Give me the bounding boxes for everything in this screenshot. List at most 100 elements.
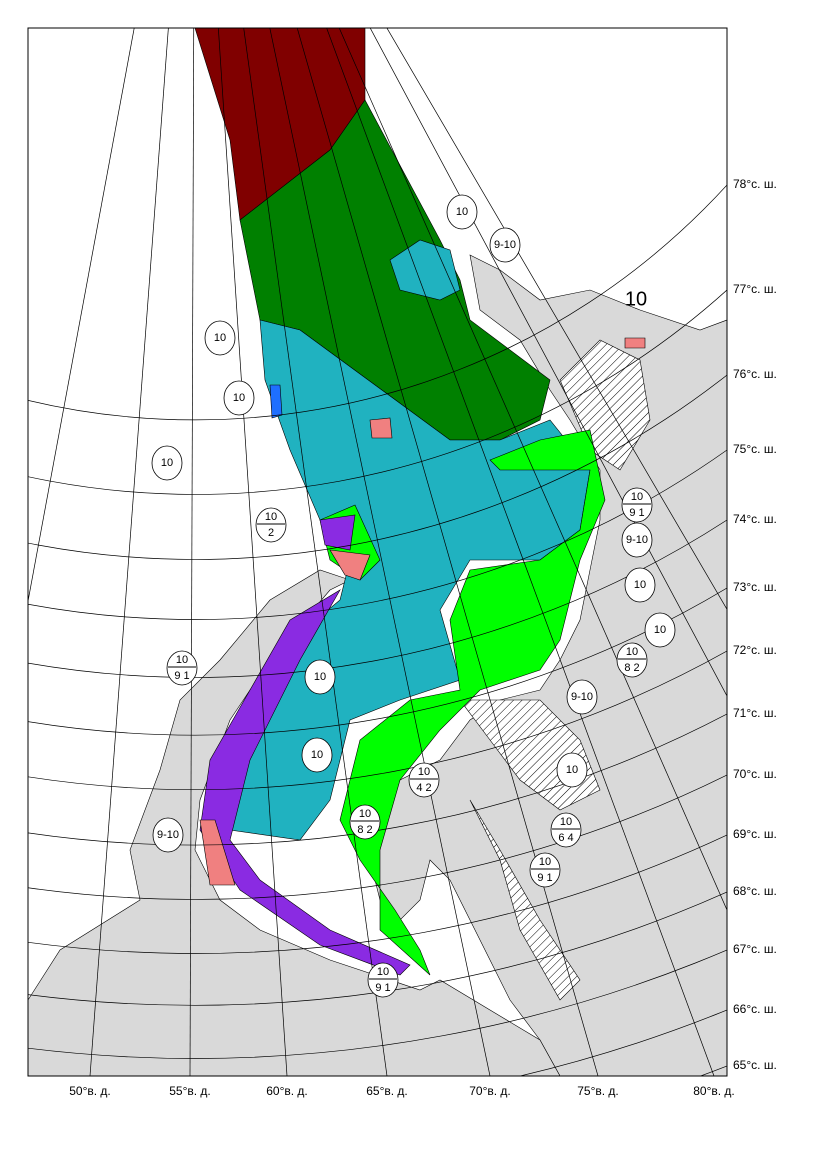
ice-code: 108 2 [616,642,648,678]
latitude-label: 72°с. ш. [733,643,777,657]
ice-code: 108 2 [349,804,381,840]
ice-code-total: 10 [176,654,188,666]
ice-code-total: 10 [311,749,323,761]
parallel [28,374,727,560]
ice-zone [199,819,236,886]
ice-code: 102 [255,507,287,543]
ice-code: 9-10 [621,522,653,558]
ice-code-total: 10 [377,966,389,978]
ice-code-oval [255,507,287,543]
ice-code: 10 [556,752,588,788]
ice-code-partial: 8 2 [357,824,372,836]
ice-code-total: 9-10 [494,239,516,251]
fast-ice [469,799,581,1001]
longitude-label: 65°в. д. [366,1084,408,1098]
parallel [28,713,727,846]
ice-code-total: 10 [625,288,647,310]
ice-code: 10 [644,612,676,648]
latitude-label: 75°с. ш. [733,442,777,456]
ice-code-total: 10 [560,816,572,828]
ice-code: 10 [625,288,647,310]
ice-code-oval [204,320,236,356]
latitude-label: 76°с. ш. [733,367,777,381]
ice-code: 10 [301,737,333,773]
ice-code-partial: 2 [268,527,274,539]
ice-code-total: 10 [539,856,551,868]
ice-zone [329,549,371,581]
meridian [189,28,195,1076]
ice-code-total: 9-10 [571,691,593,703]
ice-code-partial: 8 2 [624,662,639,674]
ice-code-total: 10 [233,392,245,404]
ice-code: 10 [304,659,336,695]
parallel [28,519,727,678]
ice-zone [199,589,411,976]
latitude-label: 74°с. ш. [733,512,777,526]
latitude-label: 71°с. ш. [733,706,777,720]
ice-code-total: 10 [418,766,430,778]
ice-code-oval [621,522,653,558]
longitude-label: 70°в. д. [469,1084,511,1098]
latitude-label: 70°с. ш. [733,767,777,781]
ice-code-partial: 9 1 [174,670,189,682]
ice-code-partial: 9 1 [537,872,552,884]
ice-code: 9-10 [566,679,598,715]
meridian [243,28,388,1076]
meridian [89,28,169,1076]
ice-code-total: 10 [566,764,578,776]
ice-code-total: 10 [654,624,666,636]
ice-code-oval [566,679,598,715]
ice-code-total: 10 [634,579,646,591]
latitude-label: 65°с. ш. [733,1058,777,1072]
ice-code-oval [408,762,440,798]
ice-code-total: 9-10 [157,829,179,841]
ice-code-oval [349,804,381,840]
ice-code-total: 10 [161,457,173,469]
ice-code: 109 1 [166,650,198,686]
ice-code-oval [621,487,653,523]
ice-code-oval [624,567,656,603]
latitude-label: 67°с. ш. [733,942,777,956]
ice-code-oval [556,752,588,788]
ice-zone [369,417,393,439]
latitude-label: 77°с. ш. [733,282,777,296]
ice-code-oval [301,737,333,773]
ice-code-oval [644,612,676,648]
ice-code-oval [152,817,184,853]
parallel [28,449,727,620]
ice-code-total: 10 [359,808,371,820]
ice-code: 104 2 [408,762,440,798]
ice-code-oval [616,642,648,678]
ice-code: 9-10 [152,817,184,853]
ice-zone [319,514,356,551]
ice-code-total: 10 [626,646,638,658]
ice-code-partial: 4 2 [416,782,431,794]
ice-code: 9-10 [489,227,521,263]
latitude-label: 73°с. ш. [733,580,777,594]
ice-code-partial: 9 1 [375,982,390,994]
ice-code: 109 1 [621,487,653,523]
ice-code-total: 10 [631,491,643,503]
longitude-label: 60°в. д. [266,1084,308,1098]
meridian [338,28,727,911]
longitude-label: 50°в. д. [69,1084,111,1098]
ice-code-oval [550,812,582,848]
parallel [28,184,727,421]
ice-code-oval [223,380,255,416]
ice-code-total: 10 [314,671,326,683]
ice-code-partial: 6 4 [558,832,573,844]
map-frame [27,27,728,1077]
latitude-label: 68°с. ш. [733,884,777,898]
ice-code-oval [166,650,198,686]
ice-code: 10 [204,320,236,356]
parallel [28,289,727,495]
ice-code: 109 1 [367,962,399,998]
labels: 78°с. ш. 77°с. ш. 76°с. ш. 75°с. ш. 74°с. ш.… [69,177,777,1098]
parallel [28,650,727,790]
ice-code-total: 10 [214,332,226,344]
ice-code-oval [529,852,561,888]
